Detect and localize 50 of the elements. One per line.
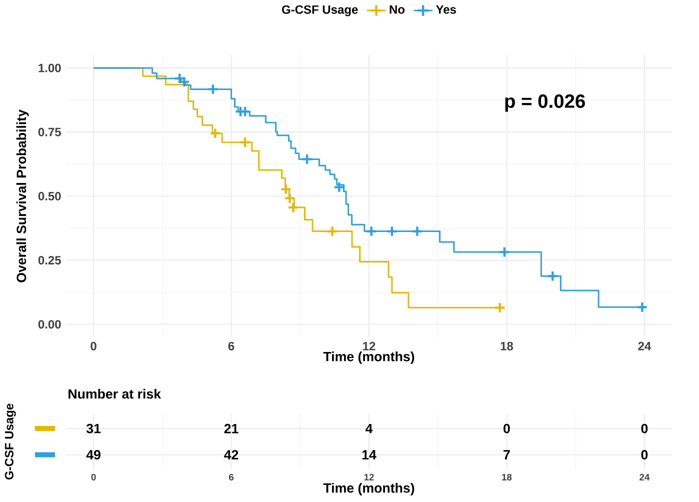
x-tick-label: 0 xyxy=(90,342,96,350)
point xyxy=(386,225,398,237)
data-label: 4 xyxy=(366,424,373,434)
data-label: 7 xyxy=(504,450,510,460)
legend-label: Yes xyxy=(436,5,456,14)
data-label: 0 xyxy=(504,424,510,434)
legend-title: G-CSF Usage xyxy=(282,5,358,16)
data-label: 21 xyxy=(224,424,238,434)
y-axis-title: Overall Survival Probability xyxy=(16,109,29,282)
x-tick-label: 6 xyxy=(229,474,234,480)
point xyxy=(288,202,299,214)
chart-title: Number at risk xyxy=(68,388,162,399)
point xyxy=(301,153,313,165)
y-axis-title: G-CSF Usage xyxy=(4,404,16,480)
data-label: 31 xyxy=(86,424,101,434)
data-label: 0 xyxy=(641,450,648,460)
y-tick-label: 0.75 xyxy=(38,128,61,136)
point xyxy=(546,270,558,282)
data-label: 42 xyxy=(224,450,238,460)
y-tick-label: 0.25 xyxy=(38,256,61,264)
point xyxy=(209,128,221,140)
x-tick-label: 12 xyxy=(364,474,374,480)
x-tick-label: 18 xyxy=(500,342,514,350)
y-tick-label: 0.00 xyxy=(38,320,61,329)
y-tick-label: 1.00 xyxy=(38,64,61,72)
point xyxy=(326,225,338,237)
legend-label: No xyxy=(390,5,405,14)
data-label: 49 xyxy=(86,450,100,460)
annotation: p = 0.026 xyxy=(505,94,585,112)
x-tick-label: 0 xyxy=(91,474,96,480)
point xyxy=(280,183,292,195)
point xyxy=(366,225,378,237)
y-tick-label: 0.50 xyxy=(38,192,61,200)
data-label: 0 xyxy=(641,424,648,434)
point xyxy=(284,192,296,204)
x-tick-label: 18 xyxy=(502,474,512,480)
x-tick-label: 12 xyxy=(363,342,376,350)
x-axis-title: Time (months) xyxy=(323,351,414,364)
x-tick-label: 24 xyxy=(640,474,650,480)
x-tick-label: 24 xyxy=(638,342,652,350)
data-label: 14 xyxy=(362,450,376,460)
x-axis-title: Time (months) xyxy=(323,482,414,496)
point xyxy=(239,136,251,148)
point xyxy=(411,225,423,237)
point xyxy=(636,301,648,313)
point xyxy=(333,181,345,193)
point xyxy=(498,246,510,258)
point xyxy=(494,302,506,314)
point xyxy=(207,83,219,95)
x-tick-label: 6 xyxy=(228,342,234,350)
